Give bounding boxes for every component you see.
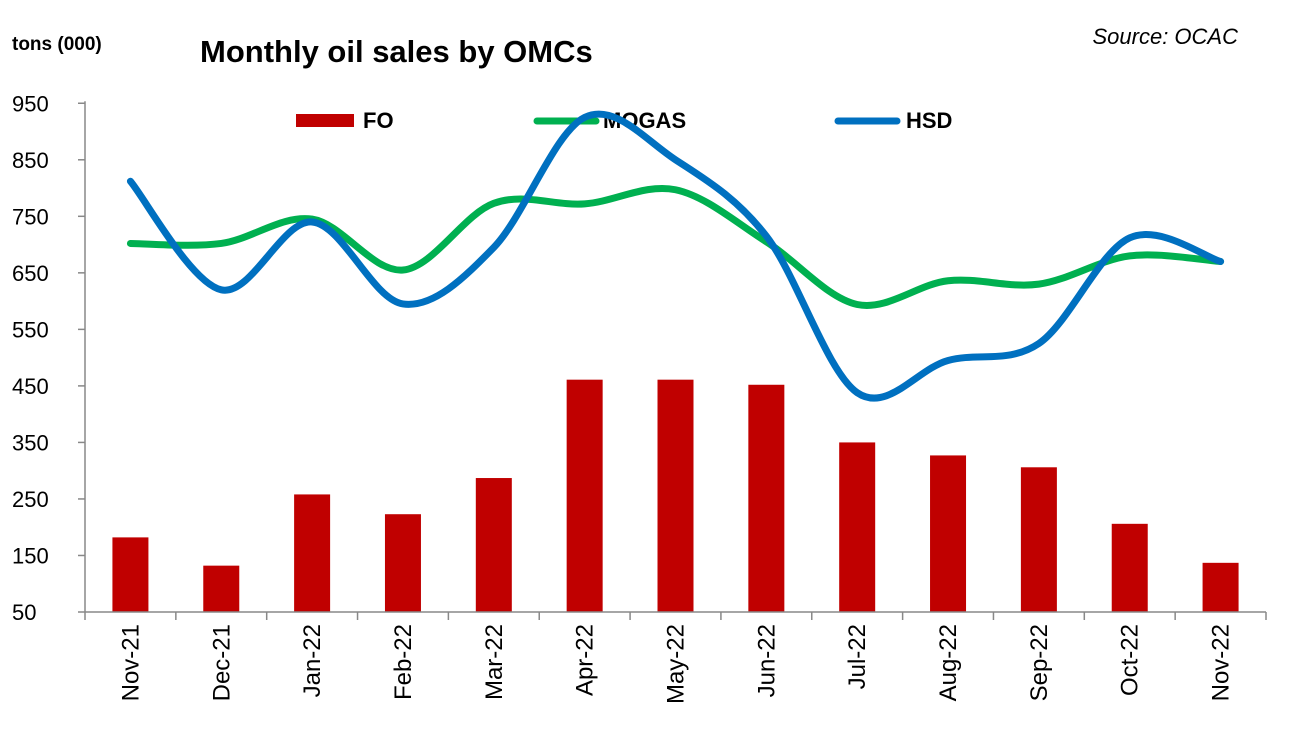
fo-bar <box>930 455 967 612</box>
x-tick-label: Mar-22 <box>481 624 508 700</box>
y-tick-label: 250 <box>12 487 49 512</box>
source-note: Source: OCAC <box>1093 24 1239 49</box>
y-tick-label: 350 <box>12 430 49 455</box>
series-line-mogas <box>126 185 1225 309</box>
legend-label-hsd: HSD <box>906 108 952 133</box>
x-tick-label: Oct-22 <box>1117 624 1144 696</box>
legend-label-fo: FO <box>363 108 394 133</box>
y-tick-label: 750 <box>12 204 49 229</box>
x-tick-label: Jan-22 <box>299 624 326 697</box>
fo-bar <box>384 514 421 612</box>
x-tick-label: Jun-22 <box>753 624 780 697</box>
x-tick-label: Nov-22 <box>1208 624 1235 701</box>
fo-bar <box>1111 523 1148 612</box>
fo-bar <box>1020 467 1057 612</box>
y-tick-label: 50 <box>12 600 36 625</box>
chart-title: Monthly oil sales by OMCs <box>200 34 593 69</box>
x-tick-label: Nov-21 <box>117 624 144 701</box>
x-tick-label: Aug-22 <box>935 624 962 701</box>
y-tick-label: 950 <box>12 91 49 116</box>
x-tick-label: Feb-22 <box>390 624 417 700</box>
fo-bar <box>1202 562 1239 612</box>
fo-bar <box>748 384 785 612</box>
x-tick-label: May-22 <box>663 624 690 704</box>
fo-bar <box>294 494 331 612</box>
fo-bar <box>566 379 603 612</box>
y-tick-label: 450 <box>12 374 49 399</box>
y-tick-label: 850 <box>12 148 49 173</box>
fo-bar <box>657 379 694 612</box>
fo-bar <box>839 442 876 612</box>
fo-bars <box>112 379 1239 612</box>
y-axis: 50 150 250 350 450 550 650 750 850 950 <box>12 91 86 625</box>
fo-bar <box>203 565 240 612</box>
x-axis: Nov-21 Dec-21 Jan-22 Feb-22 Mar-22 Apr-22 May-… <box>84 611 1267 704</box>
x-tick-label: Apr-22 <box>572 624 599 696</box>
y-tick-label: 650 <box>12 261 49 286</box>
legend-swatch-fo <box>296 114 354 127</box>
y-tick-label: 550 <box>12 317 49 342</box>
fo-bar <box>475 478 512 612</box>
x-tick-label: Jul-22 <box>844 624 871 689</box>
series-line-hsd <box>126 110 1225 402</box>
y-tick-label: 150 <box>12 543 49 568</box>
y-unit-label: tons (000) <box>12 34 102 55</box>
series-lines <box>126 110 1225 402</box>
fo-bar <box>112 537 149 612</box>
x-tick-label: Sep-22 <box>1026 624 1053 701</box>
x-tick-label: Dec-21 <box>208 624 235 701</box>
